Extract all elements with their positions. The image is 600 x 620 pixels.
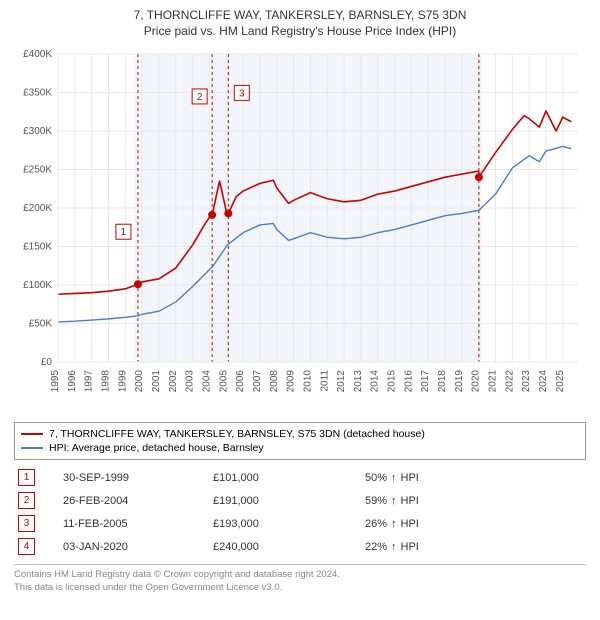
- svg-text:2006: 2006: [235, 370, 246, 393]
- svg-text:2008: 2008: [269, 370, 280, 393]
- svg-text:2024: 2024: [538, 370, 549, 393]
- legend-swatch: [21, 447, 43, 449]
- chart-container: 7, THORNCLIFFE WAY, TANKERSLEY, BARNSLEY…: [0, 0, 600, 601]
- transaction-hpi-label: HPI: [401, 495, 419, 507]
- up-arrow-icon: ↑: [387, 495, 401, 507]
- svg-text:£200K: £200K: [23, 203, 52, 214]
- svg-text:1997: 1997: [84, 370, 95, 393]
- svg-text:2018: 2018: [437, 370, 448, 393]
- svg-text:2023: 2023: [521, 370, 532, 393]
- svg-text:2019: 2019: [454, 370, 465, 393]
- transaction-row: 130-SEP-1999£101,00050%↑HPI: [14, 466, 586, 489]
- transaction-row: 226-FEB-2004£191,00059%↑HPI: [14, 489, 586, 512]
- legend-item: HPI: Average price, detached house, Barn…: [21, 441, 579, 455]
- svg-text:£100K: £100K: [23, 280, 52, 291]
- svg-text:2005: 2005: [218, 370, 229, 393]
- svg-text:1: 1: [121, 227, 127, 238]
- transaction-date: 30-SEP-1999: [35, 472, 213, 484]
- svg-text:2007: 2007: [252, 370, 263, 393]
- svg-text:2: 2: [197, 92, 203, 103]
- transaction-row: 403-JAN-2020£240,00022%↑HPI: [14, 535, 586, 558]
- chart-title: 7, THORNCLIFFE WAY, TANKERSLEY, BARNSLEY…: [10, 8, 590, 22]
- transaction-marker: 2: [18, 492, 35, 509]
- transaction-hpi-label: HPI: [401, 541, 419, 553]
- chart-subtitle: Price paid vs. HM Land Registry's House …: [10, 24, 590, 38]
- svg-text:1999: 1999: [117, 370, 128, 393]
- transaction-date: 03-JAN-2020: [35, 541, 213, 553]
- svg-text:2012: 2012: [336, 370, 347, 393]
- transaction-pct: 50%: [333, 472, 387, 484]
- transaction-marker: 1: [18, 469, 35, 486]
- legend-swatch: [21, 433, 43, 435]
- legend-item: 7, THORNCLIFFE WAY, TANKERSLEY, BARNSLEY…: [21, 427, 579, 441]
- svg-text:2013: 2013: [353, 370, 364, 393]
- legend-box: 7, THORNCLIFFE WAY, TANKERSLEY, BARNSLEY…: [14, 422, 586, 460]
- svg-text:2000: 2000: [134, 370, 145, 393]
- svg-text:1995: 1995: [50, 370, 61, 393]
- svg-text:1998: 1998: [100, 370, 111, 393]
- transaction-pct: 22%: [333, 541, 387, 553]
- up-arrow-icon: ↑: [387, 518, 401, 530]
- title-block: 7, THORNCLIFFE WAY, TANKERSLEY, BARNSLEY…: [10, 8, 590, 38]
- transaction-pct: 59%: [333, 495, 387, 507]
- up-arrow-icon: ↑: [387, 472, 401, 484]
- svg-text:£250K: £250K: [23, 165, 52, 176]
- legend-label: 7, THORNCLIFFE WAY, TANKERSLEY, BARNSLEY…: [49, 428, 425, 440]
- footer-line-2: This data is licensed under the Open Gov…: [14, 582, 586, 595]
- svg-text:2025: 2025: [555, 370, 566, 393]
- transaction-price: £193,000: [213, 518, 333, 530]
- transaction-pct: 26%: [333, 518, 387, 530]
- svg-text:2001: 2001: [151, 370, 162, 393]
- svg-text:2010: 2010: [302, 370, 313, 393]
- transactions-table: 130-SEP-1999£101,00050%↑HPI226-FEB-2004£…: [14, 466, 586, 558]
- legend-label: HPI: Average price, detached house, Barn…: [49, 442, 264, 454]
- transaction-price: £191,000: [213, 495, 333, 507]
- up-arrow-icon: ↑: [387, 541, 401, 553]
- svg-text:£50K: £50K: [29, 319, 53, 330]
- svg-text:£300K: £300K: [23, 126, 52, 137]
- svg-text:2011: 2011: [319, 370, 330, 392]
- svg-text:2022: 2022: [504, 370, 515, 393]
- transaction-price: £240,000: [213, 541, 333, 553]
- footer-line-1: Contains HM Land Registry data © Crown c…: [14, 569, 586, 582]
- line-chart: £0 £50K £100K £150K £200K £250K £300K £350K £400…: [10, 44, 590, 414]
- svg-text:£0: £0: [41, 357, 53, 368]
- svg-text:2020: 2020: [471, 370, 482, 393]
- svg-text:2009: 2009: [286, 370, 297, 393]
- svg-text:£400K: £400K: [23, 49, 52, 60]
- svg-text:2015: 2015: [387, 370, 398, 393]
- transaction-date: 26-FEB-2004: [35, 495, 213, 507]
- svg-text:2016: 2016: [403, 370, 414, 393]
- svg-text:3: 3: [239, 88, 245, 99]
- svg-text:2004: 2004: [201, 370, 212, 393]
- transaction-price: £101,000: [213, 472, 333, 484]
- svg-text:2021: 2021: [488, 370, 499, 393]
- svg-text:2002: 2002: [168, 370, 179, 393]
- svg-text:2003: 2003: [185, 370, 196, 393]
- transaction-row: 311-FEB-2005£193,00026%↑HPI: [14, 512, 586, 535]
- svg-text:2014: 2014: [370, 370, 381, 393]
- transaction-hpi-label: HPI: [401, 472, 419, 484]
- svg-text:£150K: £150K: [23, 242, 52, 253]
- svg-text:£350K: £350K: [23, 88, 52, 99]
- transaction-date: 11-FEB-2005: [35, 518, 213, 530]
- chart-area: £0 £50K £100K £150K £200K £250K £300K £350K £400…: [10, 44, 590, 414]
- transaction-hpi-label: HPI: [401, 518, 419, 530]
- svg-text:1996: 1996: [67, 370, 78, 393]
- footer-attribution: Contains HM Land Registry data © Crown c…: [14, 564, 586, 595]
- transaction-marker: 4: [18, 538, 35, 555]
- transaction-marker: 3: [18, 515, 35, 532]
- svg-text:2017: 2017: [420, 370, 431, 393]
